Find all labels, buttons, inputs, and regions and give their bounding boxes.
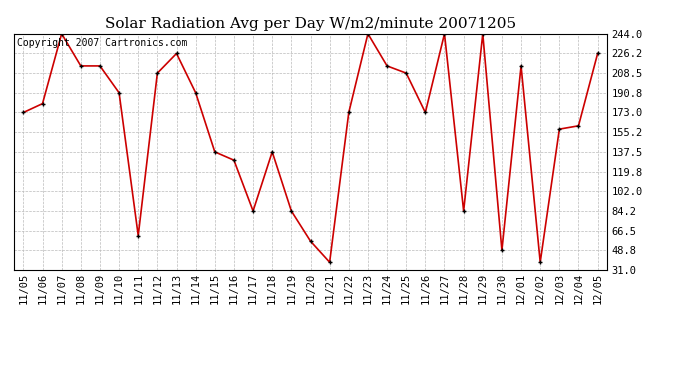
- Point: [152, 70, 163, 76]
- Point: [267, 149, 278, 155]
- Point: [496, 247, 507, 253]
- Point: [114, 90, 125, 96]
- Point: [324, 259, 335, 265]
- Point: [95, 63, 106, 69]
- Point: [554, 126, 565, 132]
- Point: [401, 70, 412, 76]
- Point: [286, 208, 297, 214]
- Point: [439, 31, 450, 37]
- Point: [171, 51, 182, 57]
- Point: [477, 31, 489, 37]
- Point: [515, 63, 526, 69]
- Title: Solar Radiation Avg per Day W/m2/minute 20071205: Solar Radiation Avg per Day W/m2/minute …: [105, 17, 516, 31]
- Point: [132, 232, 144, 238]
- Point: [18, 110, 29, 116]
- Point: [362, 31, 373, 37]
- Point: [573, 123, 584, 129]
- Point: [382, 63, 393, 69]
- Point: [458, 208, 469, 214]
- Point: [592, 51, 603, 57]
- Point: [420, 110, 431, 116]
- Point: [190, 90, 201, 96]
- Point: [248, 208, 259, 214]
- Point: [535, 259, 546, 265]
- Point: [56, 31, 67, 37]
- Point: [305, 238, 316, 244]
- Text: Copyright 2007 Cartronics.com: Copyright 2007 Cartronics.com: [17, 39, 187, 48]
- Point: [75, 63, 86, 69]
- Point: [228, 157, 239, 163]
- Point: [37, 100, 48, 106]
- Point: [209, 149, 220, 155]
- Point: [343, 110, 354, 116]
